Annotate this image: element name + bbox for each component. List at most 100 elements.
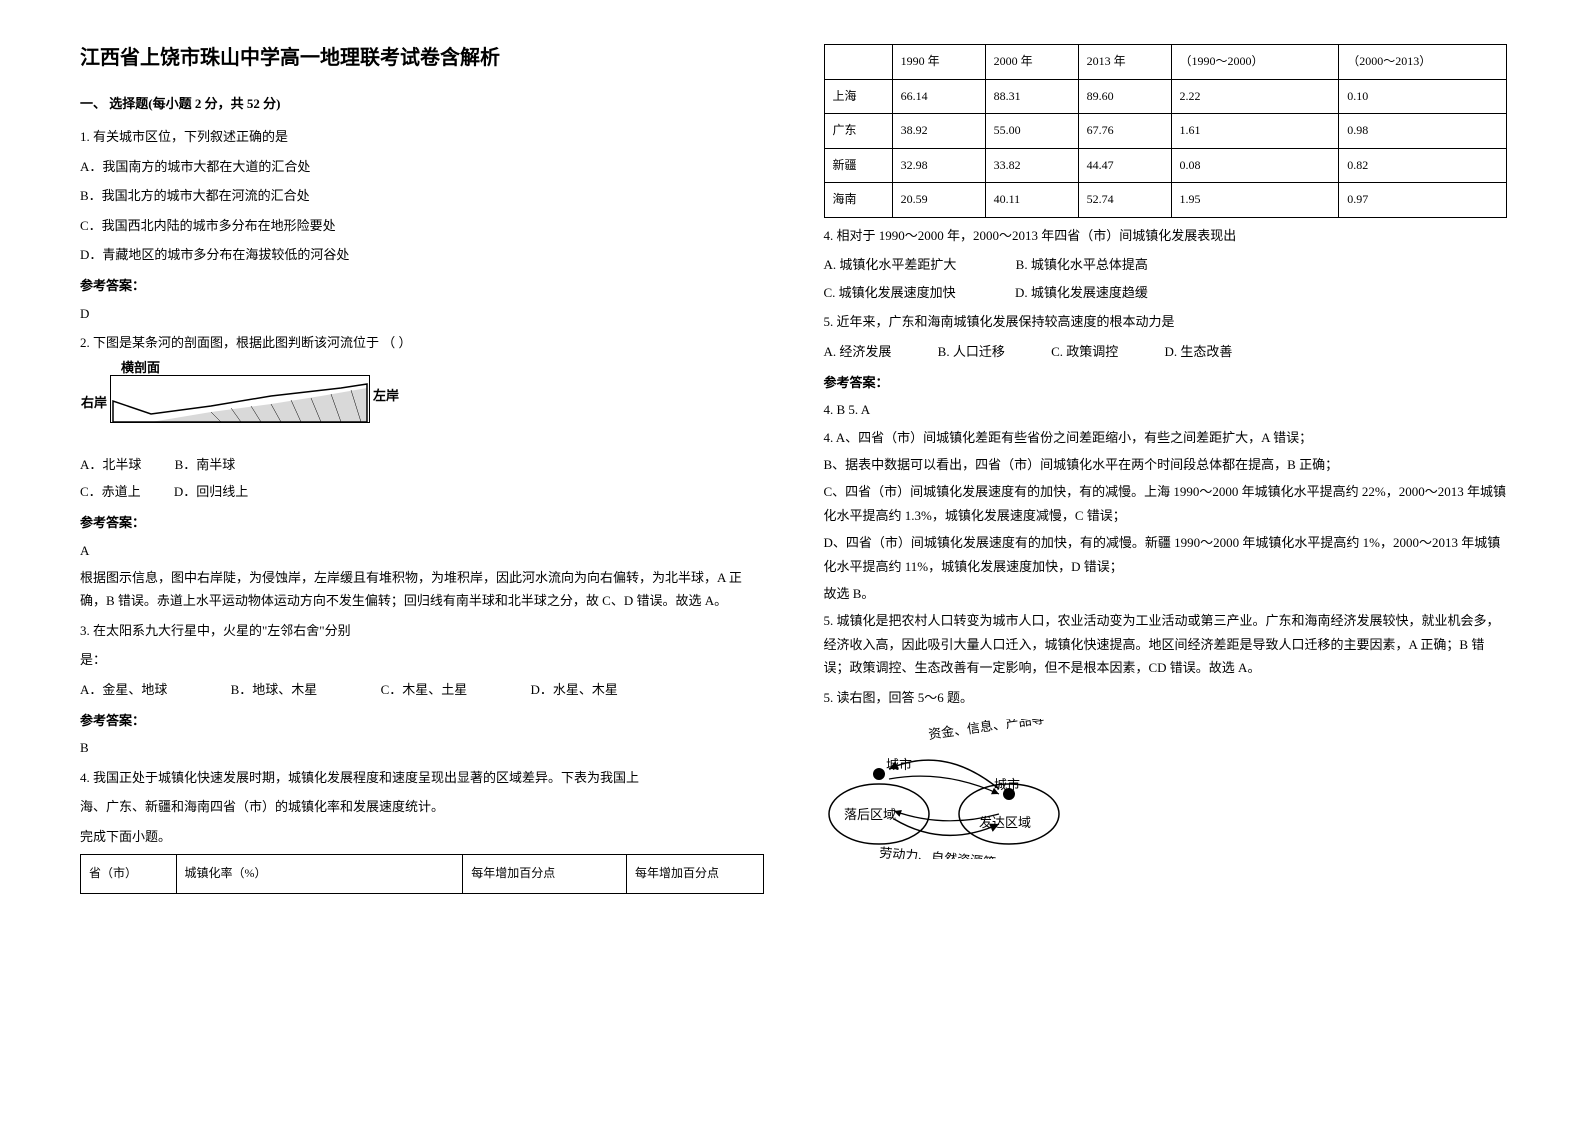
q4-intro3: 完成下面小题。 xyxy=(80,825,764,848)
q4-option-d: D. 城镇化发展速度趋缓 xyxy=(1015,281,1148,304)
q3-option-c: C．木星、土星 xyxy=(381,678,468,701)
q2-option-d: D．回归线上 xyxy=(174,480,248,503)
flow-diagram: 城市 城市 落后区域 发达区域 资金、信息、产品等 劳动力、自然资源等 xyxy=(824,719,1074,859)
flow-svg: 城市 城市 落后区域 发达区域 资金、信息、产品等 劳动力、自然资源等 xyxy=(824,719,1074,859)
cell: 52.74 xyxy=(1078,183,1171,218)
q2-answer: A xyxy=(80,539,764,562)
q4-option-a: A. 城镇化水平差距扩大 xyxy=(824,253,957,276)
cell: 0.97 xyxy=(1339,183,1507,218)
q4-explain-d: D、四省（市）间城镇化发展速度有的加快，有的减慢。新疆 1990～2000 年城… xyxy=(824,531,1508,578)
cell: 33.82 xyxy=(985,148,1078,183)
river-diagram: 横剖面 右岸 左岸 xyxy=(80,375,764,445)
cell: 0.98 xyxy=(1339,114,1507,149)
th-0 xyxy=(824,45,892,80)
q1-answer: D xyxy=(80,302,764,325)
cell: 20.59 xyxy=(892,183,985,218)
cell: 66.14 xyxy=(892,79,985,114)
left-column: 江西省上饶市珠山中学高一地理联考试卷含解析 一、 选择题(每小题 2 分，共 5… xyxy=(50,40,794,1082)
th-3: 2013 年 xyxy=(1078,45,1171,80)
q2-option-a: A．北半球 xyxy=(80,453,141,476)
cell: 67.76 xyxy=(1078,114,1171,149)
q1-option-c: C．我国西北内陆的城市多分布在地形险要处 xyxy=(80,214,764,237)
q4-options-row2: C. 城镇化发展速度加快 D. 城镇化发展速度趋缓 xyxy=(824,281,1508,304)
cell: 0.08 xyxy=(1171,148,1339,183)
q5-option-b: B. 人口迁移 xyxy=(938,340,1005,363)
q1-option-a: A．我国南方的城市大都在大道的汇合处 xyxy=(80,155,764,178)
th-2: 2000 年 xyxy=(985,45,1078,80)
table-row: 上海 66.14 88.31 89.60 2.22 0.10 xyxy=(824,79,1507,114)
q5-explain: 5. 城镇化是把农村人口转变为城市人口，农业活动变为工业活动或第三产业。广东和海… xyxy=(824,609,1508,679)
main-table: 1990 年 2000 年 2013 年 （1990～2000） （2000～2… xyxy=(824,44,1508,218)
partial-table-row: 省（市） 城镇化率（%） 每年增加百分点 每年增加百分点 xyxy=(81,854,764,893)
q2-options-row2: C．赤道上 D．回归线上 xyxy=(80,480,764,503)
right-column: 1990 年 2000 年 2013 年 （1990～2000） （2000～2… xyxy=(794,40,1538,1082)
q4-options-row1: A. 城镇化水平差距扩大 B. 城镇化水平总体提高 xyxy=(824,253,1508,276)
q4-explain-end: 故选 B。 xyxy=(824,582,1508,605)
bottom-flow-label: 劳动力、自然资源等 xyxy=(878,845,996,859)
th-1: 1990 年 xyxy=(892,45,985,80)
section-heading: 一、 选择题(每小题 2 分，共 52 分) xyxy=(80,92,764,115)
left-bank-label: 左岸 xyxy=(373,384,399,407)
cell: 1.95 xyxy=(1171,183,1339,218)
q2-stem: 2. 下图是某条河的剖面图，根据此图判断该河流位于 （ ） xyxy=(80,331,764,354)
q5-option-c: C. 政策调控 xyxy=(1051,340,1118,363)
pt-c2: 城镇化率（%） xyxy=(176,854,463,893)
cell: 上海 xyxy=(824,79,892,114)
q3-answer: B xyxy=(80,736,764,759)
q3-stem: 3. 在太阳系九大行星中，火星的"左邻右舍"分别 xyxy=(80,619,764,642)
cell: 海南 xyxy=(824,183,892,218)
q4-explain-a: 4. A、四省（市）间城镇化差距有些省份之间差距缩小，有些之间差距扩大，A 错误… xyxy=(824,426,1508,449)
cell: 44.47 xyxy=(1078,148,1171,183)
q5-fig-stem: 5. 读右图，回答 5～6 题。 xyxy=(824,686,1508,709)
th-4: （1990～2000） xyxy=(1171,45,1339,80)
cell: 88.31 xyxy=(985,79,1078,114)
q4-intro2: 海、广东、新疆和海南四省（市）的城镇化率和发展速度统计。 xyxy=(80,795,764,818)
cell: 0.10 xyxy=(1339,79,1507,114)
cell: 40.11 xyxy=(985,183,1078,218)
cell: 2.22 xyxy=(1171,79,1339,114)
q4-stem: 4. 相对于 1990～2000 年，2000～2013 年四省（市）间城镇化发… xyxy=(824,224,1508,247)
cell: 1.61 xyxy=(1171,114,1339,149)
q5-stem: 5. 近年来，广东和海南城镇化发展保持较高速度的根本动力是 xyxy=(824,310,1508,333)
q2-options-row1: A．北半球 B．南半球 xyxy=(80,453,764,476)
ref-answer-label-3: 参考答案： xyxy=(80,709,764,732)
q4-explain-b: B、据表中数据可以看出，四省（市）间城镇化水平在两个时间段总体都在提高，B 正确… xyxy=(824,453,1508,476)
q2-explain: 根据图示信息，图中右岸陡，为侵蚀岸，左岸缓且有堆积物，为堆积岸，因此河水流向为向… xyxy=(80,566,764,613)
pt-c4: 每年增加百分点 xyxy=(626,854,763,893)
q5-option-a: A. 经济发展 xyxy=(824,340,892,363)
region1-label: 落后区域 xyxy=(844,807,896,822)
partial-table: 省（市） 城镇化率（%） 每年增加百分点 每年增加百分点 xyxy=(80,854,764,894)
ref-answer-label-1: 参考答案： xyxy=(80,274,764,297)
right-bank-label: 右岸 xyxy=(81,391,107,414)
table-row: 海南 20.59 40.11 52.74 1.95 0.97 xyxy=(824,183,1507,218)
cell: 55.00 xyxy=(985,114,1078,149)
ref-answer-label-4: 参考答案： xyxy=(824,371,1508,394)
ref-answer-label-2: 参考答案： xyxy=(80,511,764,534)
pt-c3: 每年增加百分点 xyxy=(463,854,627,893)
table-row: 广东 38.92 55.00 67.76 1.61 0.98 xyxy=(824,114,1507,149)
page-title: 江西省上饶市珠山中学高一地理联考试卷含解析 xyxy=(80,40,764,76)
cell: 新疆 xyxy=(824,148,892,183)
cell: 38.92 xyxy=(892,114,985,149)
q1-option-b: B．我国北方的城市大都在河流的汇合处 xyxy=(80,184,764,207)
q1-stem: 1. 有关城市区位，下列叙述正确的是 xyxy=(80,125,764,148)
q4-option-c: C. 城镇化发展速度加快 xyxy=(824,281,956,304)
q4-option-b: B. 城镇化水平总体提高 xyxy=(1016,253,1148,276)
q45-answer: 4. B 5. A xyxy=(824,398,1508,421)
th-5: （2000～2013） xyxy=(1339,45,1507,80)
table-row: 新疆 32.98 33.82 44.47 0.08 0.82 xyxy=(824,148,1507,183)
q5-options: A. 经济发展 B. 人口迁移 C. 政策调控 D. 生态改善 xyxy=(824,340,1508,363)
q1-option-d: D．青藏地区的城市多分布在海拔较低的河谷处 xyxy=(80,243,764,266)
q3-stem2: 是： xyxy=(80,648,764,671)
river-box: 横剖面 右岸 左岸 xyxy=(110,375,370,423)
q4-explain-c: C、四省（市）间城镇化发展速度有的加快，有的减慢。上海 1990～2000 年城… xyxy=(824,480,1508,527)
q2-option-c: C．赤道上 xyxy=(80,480,141,503)
cell: 32.98 xyxy=(892,148,985,183)
q4-intro1: 4. 我国正处于城镇化快速发展时期，城镇化发展程度和速度呈现出显著的区域差异。下… xyxy=(80,766,764,789)
q3-option-a: A．金星、地球 xyxy=(80,678,167,701)
cell: 89.60 xyxy=(1078,79,1171,114)
q3-option-b: B．地球、木星 xyxy=(231,678,318,701)
table-header-row: 1990 年 2000 年 2013 年 （1990～2000） （2000～2… xyxy=(824,45,1507,80)
q3-options: A．金星、地球 B．地球、木星 C．木星、土星 D．水星、木星 xyxy=(80,678,764,701)
top-flow-label: 资金、信息、产品等 xyxy=(927,719,1045,742)
